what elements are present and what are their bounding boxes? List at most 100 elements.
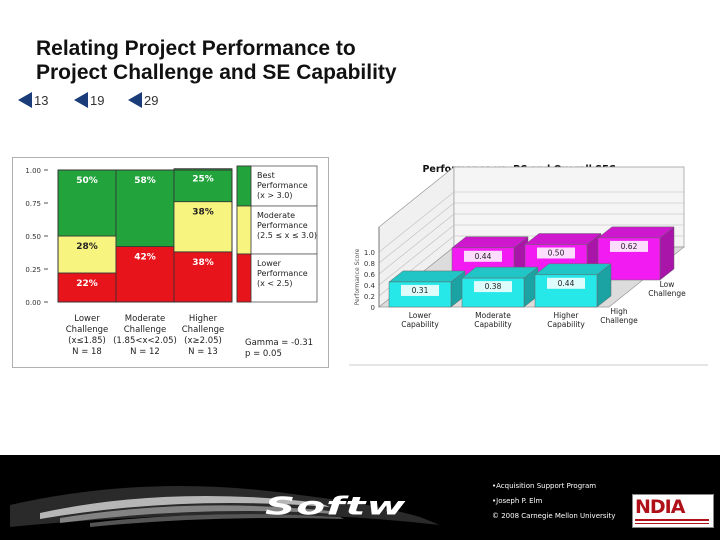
y-tick-label: 0.25 xyxy=(25,266,41,274)
legend-label: (2.5 ≤ x ≤ 3.0) xyxy=(257,231,317,240)
title-line-1: Relating Project Performance to xyxy=(36,37,356,60)
legend-swatch xyxy=(236,253,252,303)
bar-data-label-bg xyxy=(537,247,575,259)
y-tick-label: 0.8 xyxy=(364,260,375,268)
nav-link-13[interactable]: 13 xyxy=(18,91,48,109)
bar-data-label: 0.44 xyxy=(558,279,575,288)
ndia-logo-bar xyxy=(635,519,709,521)
performance-3d-chart: Performance vs. PC and Overall SEC1.00.8… xyxy=(349,157,708,366)
bar-data-label: 50% xyxy=(76,176,98,186)
legend-swatch xyxy=(236,205,252,255)
gamma-stat: Gamma = -0.31 xyxy=(245,338,313,348)
x-category-label: Lower xyxy=(409,311,432,320)
legend-label: Moderate xyxy=(257,211,295,220)
y-tick-label: 0.4 xyxy=(364,282,376,290)
x-category-label: (x≤1.85) xyxy=(68,336,106,346)
ndia-logo-mark: NDIA xyxy=(635,496,685,518)
x-category-label: N = 18 xyxy=(72,347,102,357)
bar-data-label: 58% xyxy=(134,176,156,186)
bar-data-label: 42% xyxy=(134,253,156,263)
x-category-label: Lower xyxy=(74,314,100,324)
stacked-bar-segment xyxy=(173,201,233,253)
x-category-label: Challenge xyxy=(66,325,109,335)
x-category-label: N = 12 xyxy=(130,347,160,357)
x-category-label: N = 13 xyxy=(188,347,218,357)
x-category-label: Higher xyxy=(189,314,218,324)
title-line-2: Project Challenge and SE Capability xyxy=(36,61,397,84)
legend-label: Performance xyxy=(257,181,308,190)
bar-data-label-bg xyxy=(610,240,648,252)
y-axis-label: Performance Score xyxy=(354,248,361,305)
back-arrow-icon xyxy=(18,92,32,108)
back-arrow-icon xyxy=(128,92,142,108)
stacked-bar-segment xyxy=(57,272,117,303)
bar-data-label-bg xyxy=(474,281,512,293)
x-category-label: Challenge xyxy=(182,325,225,335)
footer-band: Softw •Acquisition Support Program •Jose… xyxy=(0,455,720,540)
footer-line-1: •Acquisition Support Program xyxy=(492,482,597,490)
back-arrow-icon xyxy=(74,92,88,108)
footer-line-3: © 2008 Carnegie Mellon University xyxy=(492,512,616,520)
footer-info: •Acquisition Support Program •Joseph P. … xyxy=(492,479,615,524)
nav-link-29[interactable]: 29 xyxy=(128,91,158,109)
p-value-stat: p = 0.05 xyxy=(245,349,282,359)
nav-link-19[interactable]: 19 xyxy=(74,91,104,109)
bar-data-label: 38% xyxy=(192,258,214,268)
legend-label: (x > 3.0) xyxy=(257,191,293,200)
gridline xyxy=(378,202,684,264)
bar-data-label: 0.38 xyxy=(485,282,502,291)
bar-data-label: 25% xyxy=(192,175,214,185)
y-tick-label: 1.0 xyxy=(364,249,375,257)
bar-data-label: 28% xyxy=(76,242,98,252)
x-category-label: Capability xyxy=(401,320,439,329)
footer-swoosh xyxy=(10,486,440,527)
y-tick-label: 0.75 xyxy=(25,200,41,208)
legend-label: Lower xyxy=(257,259,282,268)
y-tick-label: 0.6 xyxy=(364,271,376,279)
legend-label: Performance xyxy=(257,221,308,230)
depth-category-label: Low xyxy=(660,280,675,289)
gridline xyxy=(378,191,684,253)
y-tick-label: 0.50 xyxy=(25,233,41,241)
y-tick-label: 1.00 xyxy=(25,167,41,175)
x-category-label: Higher xyxy=(554,311,580,320)
x-category-label: (x≥2.05) xyxy=(184,336,222,346)
footer-line-2: •Joseph P. Elm xyxy=(492,497,543,505)
legend-label: Performance xyxy=(257,269,308,278)
ndia-logo-bar xyxy=(635,523,709,524)
bar-data-label-bg xyxy=(547,277,585,289)
bar-data-label-bg xyxy=(401,284,439,296)
plot-frame xyxy=(57,169,233,303)
y-tick-label: 0.00 xyxy=(25,299,41,307)
bar-data-label: 0.31 xyxy=(412,286,429,295)
bar-data-label: 22% xyxy=(76,279,98,289)
stacked-chart-svg: 1.000.750.500.250.0022%28%50%LowerChalle… xyxy=(25,165,318,359)
depth-category-label: Challenge xyxy=(600,316,638,325)
x-category-label: Challenge xyxy=(124,325,167,335)
nav-link-label: 13 xyxy=(34,92,49,108)
nav-link-label: 29 xyxy=(144,92,159,108)
depth-category-label: High xyxy=(610,307,627,316)
y-tick-label: 0.2 xyxy=(364,293,375,301)
x-category-label: (1.85<x<2.05) xyxy=(113,336,177,346)
ndia-logo: NDIA xyxy=(632,494,714,528)
legend-label: Best xyxy=(257,171,275,180)
x-category-label: Moderate xyxy=(125,314,165,324)
x-category-label: Moderate xyxy=(475,311,511,320)
x-category-label: Capability xyxy=(547,320,585,329)
stacked-bar-segment xyxy=(173,168,233,203)
bar-data-label: 38% xyxy=(192,208,214,218)
x-category-label: Capability xyxy=(474,320,512,329)
legend-swatch xyxy=(236,165,252,207)
bar3d-chart-svg: Performance vs. PC and Overall SEC1.00.8… xyxy=(349,164,708,366)
nav-link-label: 19 xyxy=(90,92,105,108)
bar-data-label: 0.44 xyxy=(475,252,492,261)
bar-data-label: 0.50 xyxy=(548,249,565,258)
bar-data-label-bg xyxy=(464,250,502,262)
depth-category-label: Challenge xyxy=(648,289,686,298)
gridline xyxy=(378,224,684,286)
legend-label: (x < 2.5) xyxy=(257,279,293,288)
slide-title: Relating Project Performance to Project … xyxy=(36,37,536,85)
y-tick-label: 0 xyxy=(371,304,375,312)
footer-logo-text: Softw xyxy=(265,491,407,521)
